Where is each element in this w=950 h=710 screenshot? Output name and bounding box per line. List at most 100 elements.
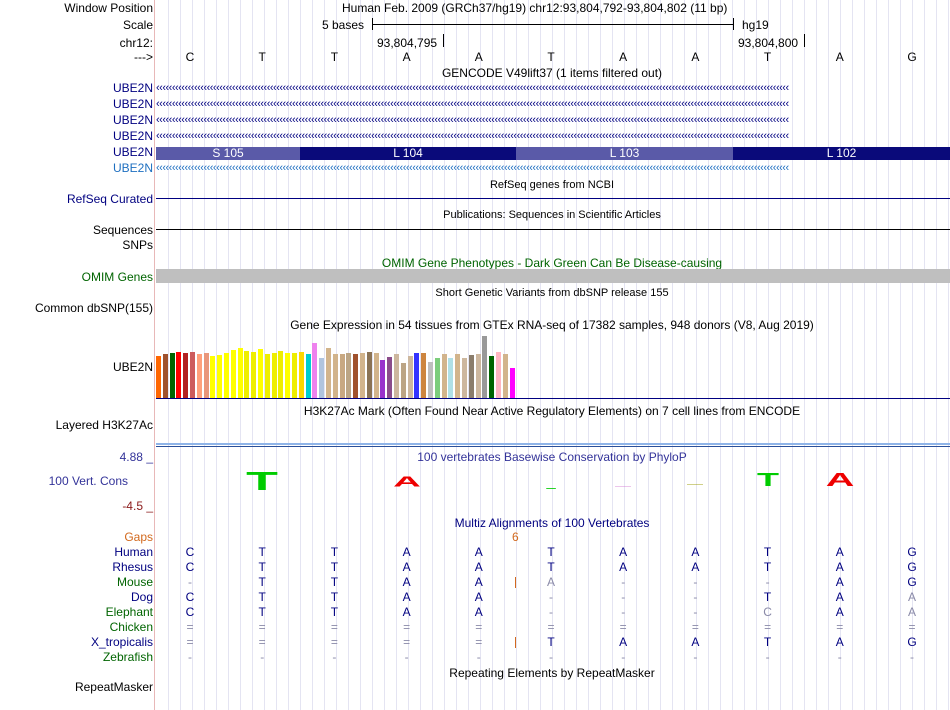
dbsnp-label[interactable]: Common dbSNP(155): [35, 301, 153, 315]
gtex-tissue-bar[interactable]: [353, 354, 358, 398]
species-label[interactable]: Dog: [131, 590, 153, 604]
publications-track-title[interactable]: Publications: Sequences in Scientific Ar…: [443, 209, 661, 221]
gtex-gene-label[interactable]: UBE2N: [113, 360, 153, 374]
gtex-tissue-bar[interactable]: [442, 354, 447, 398]
gtex-tissue-bar[interactable]: [462, 358, 467, 398]
species-label[interactable]: Elephant: [106, 605, 153, 619]
species-label[interactable]: Chicken: [110, 620, 153, 634]
gtex-track-title[interactable]: Gene Expression in 54 tissues from GTEx …: [290, 318, 814, 332]
gtex-tissue-bar[interactable]: [489, 356, 494, 398]
gtex-tissue-bar[interactable]: [346, 353, 351, 398]
insertion-marker: [515, 577, 516, 588]
multiz-track-title[interactable]: Multiz Alignments of 100 Vertebrates: [455, 516, 650, 530]
gtex-tissue-bar[interactable]: [503, 354, 508, 398]
h3k27ac-label[interactable]: Layered H3K27Ac: [56, 418, 153, 432]
gencode-track-title[interactable]: GENCODE V49lift37 (1 items filtered out): [442, 66, 662, 80]
phylop-track-label[interactable]: 100 Vert. Cons: [49, 474, 128, 488]
gtex-tissue-bar[interactable]: [217, 355, 222, 398]
gene-strand-arrows[interactable]: ‹‹‹‹‹‹‹‹‹‹‹‹‹‹‹‹‹‹‹‹‹‹‹‹‹‹‹‹‹‹‹‹‹‹‹‹‹‹‹‹…: [156, 83, 950, 94]
gtex-tissue-bar[interactable]: [224, 353, 229, 398]
gtex-tissue-bar[interactable]: [210, 356, 215, 398]
gtex-tissue-bar[interactable]: [244, 351, 249, 398]
h3k27ac-track-title[interactable]: H3K27Ac Mark (Often Found Near Active Re…: [304, 404, 800, 418]
gtex-tissue-bar[interactable]: [510, 368, 515, 398]
gtex-tissue-bar[interactable]: [482, 336, 487, 398]
gtex-tissue-bar[interactable]: [163, 354, 168, 398]
aligned-base: A: [836, 605, 844, 619]
gencode-row-label[interactable]: UBE2N: [113, 113, 153, 127]
gene-strand-arrows[interactable]: ‹‹‹‹‹‹‹‹‹‹‹‹‹‹‹‹‹‹‹‹‹‹‹‹‹‹‹‹‹‹‹‹‹‹‹‹‹‹‹‹…: [156, 163, 950, 174]
exon-block[interactable]: S 105: [156, 147, 300, 160]
refseq-curated-label[interactable]: RefSeq Curated: [67, 192, 153, 206]
gtex-tissue-bar[interactable]: [231, 350, 236, 398]
omim-track-title[interactable]: OMIM Gene Phenotypes - Dark Green Can Be…: [382, 256, 722, 270]
gtex-tissue-bar[interactable]: [374, 353, 379, 398]
gtex-tissue-bar[interactable]: [414, 353, 419, 398]
refseq-track-title[interactable]: RefSeq genes from NCBI: [490, 179, 614, 191]
repeatmasker-label[interactable]: RepeatMasker: [75, 680, 153, 694]
gtex-tissue-bar[interactable]: [476, 354, 481, 398]
gencode-row-label[interactable]: UBE2N: [113, 97, 153, 111]
gtex-tissue-bar[interactable]: [401, 363, 406, 398]
gtex-tissue-bar[interactable]: [387, 357, 392, 398]
gtex-tissue-bar[interactable]: [292, 353, 297, 398]
repeatmasker-track-title[interactable]: Repeating Elements by RepeatMasker: [449, 666, 654, 680]
gencode-row-label[interactable]: UBE2N: [113, 161, 153, 175]
gtex-tissue-bar[interactable]: [428, 362, 433, 398]
gtex-tissue-bar[interactable]: [170, 353, 175, 398]
gtex-tissue-bar[interactable]: [183, 353, 188, 398]
gtex-tissue-bar[interactable]: [238, 348, 243, 398]
species-label[interactable]: Zebrafish: [103, 650, 153, 664]
gtex-tissue-bar[interactable]: [204, 353, 209, 398]
dbsnp-track-title[interactable]: Short Genetic Variants from dbSNP releas…: [435, 287, 668, 299]
species-label[interactable]: X_tropicalis: [91, 635, 153, 649]
gtex-tissue-bar[interactable]: [258, 349, 263, 398]
gtex-tissue-bar[interactable]: [285, 353, 290, 398]
gtex-tissue-bar[interactable]: [156, 356, 161, 398]
gtex-tissue-bar[interactable]: [340, 354, 345, 398]
gencode-row-label[interactable]: UBE2N: [113, 129, 153, 143]
gtex-tissue-bar[interactable]: [394, 354, 399, 398]
gencode-row-label[interactable]: UBE2N: [113, 81, 153, 95]
gene-strand-arrows[interactable]: ‹‹‹‹‹‹‹‹‹‹‹‹‹‹‹‹‹‹‹‹‹‹‹‹‹‹‹‹‹‹‹‹‹‹‹‹‹‹‹‹…: [156, 131, 950, 142]
snps-label[interactable]: SNPs: [122, 238, 153, 252]
gtex-tissue-bar[interactable]: [333, 354, 338, 398]
exon-block[interactable]: L 103: [516, 147, 733, 160]
gtex-bar-chart[interactable]: [156, 332, 536, 398]
gtex-tissue-bar[interactable]: [278, 351, 283, 398]
exon-block[interactable]: L 104: [300, 147, 516, 160]
exon-block[interactable]: L 102: [733, 147, 950, 160]
gtex-tissue-bar[interactable]: [326, 348, 331, 398]
gtex-tissue-bar[interactable]: [496, 352, 501, 398]
species-label[interactable]: Human: [114, 545, 153, 559]
gene-strand-arrows[interactable]: ‹‹‹‹‹‹‹‹‹‹‹‹‹‹‹‹‹‹‹‹‹‹‹‹‹‹‹‹‹‹‹‹‹‹‹‹‹‹‹‹…: [156, 99, 950, 110]
gtex-tissue-bar[interactable]: [469, 355, 474, 398]
phylop-track-title[interactable]: 100 vertebrates Basewise Conservation by…: [417, 450, 686, 464]
gtex-tissue-bar[interactable]: [299, 352, 304, 398]
gtex-tissue-bar[interactable]: [176, 352, 181, 398]
gtex-tissue-bar[interactable]: [367, 352, 372, 398]
window-position-title[interactable]: Human Feb. 2009 (GRCh37/hg19) chr12:93,8…: [342, 1, 727, 15]
species-label[interactable]: Mouse: [117, 575, 153, 589]
gtex-tissue-bar[interactable]: [360, 353, 365, 398]
gtex-tissue-bar[interactable]: [421, 353, 426, 398]
omim-gene-bar[interactable]: [156, 269, 950, 283]
gtex-tissue-bar[interactable]: [190, 352, 195, 398]
gtex-tissue-bar[interactable]: [448, 358, 453, 398]
omim-genes-label[interactable]: OMIM Genes: [82, 270, 153, 284]
gtex-tissue-bar[interactable]: [272, 353, 277, 398]
sequences-label[interactable]: Sequences: [93, 223, 153, 237]
gtex-tissue-bar[interactable]: [251, 352, 256, 398]
gtex-tissue-bar[interactable]: [312, 343, 317, 398]
gtex-tissue-bar[interactable]: [408, 356, 413, 398]
gtex-tissue-bar[interactable]: [265, 354, 270, 398]
gtex-tissue-bar[interactable]: [435, 358, 440, 398]
gtex-tissue-bar[interactable]: [380, 360, 385, 398]
gene-strand-arrows[interactable]: ‹‹‹‹‹‹‹‹‹‹‹‹‹‹‹‹‹‹‹‹‹‹‹‹‹‹‹‹‹‹‹‹‹‹‹‹‹‹‹‹…: [156, 115, 950, 126]
gencode-row-label[interactable]: UBE2N: [113, 145, 153, 159]
gtex-tissue-bar[interactable]: [197, 354, 202, 398]
gtex-tissue-bar[interactable]: [306, 354, 311, 398]
species-label[interactable]: Rhesus: [112, 560, 153, 574]
gtex-tissue-bar[interactable]: [319, 358, 324, 398]
gtex-tissue-bar[interactable]: [455, 354, 460, 398]
